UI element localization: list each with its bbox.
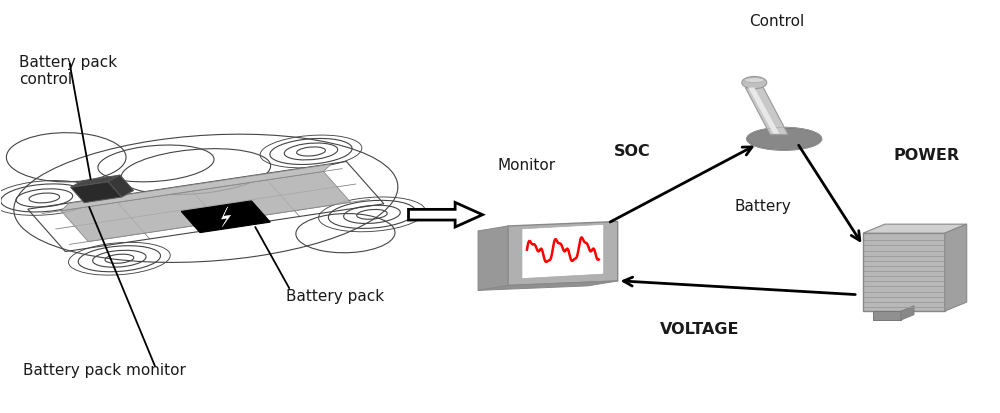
Polygon shape <box>478 281 618 290</box>
Polygon shape <box>61 171 351 242</box>
Text: Monitor: Monitor <box>497 158 555 173</box>
Polygon shape <box>508 221 618 285</box>
Ellipse shape <box>744 78 764 83</box>
Polygon shape <box>71 175 120 187</box>
Polygon shape <box>409 202 483 227</box>
Polygon shape <box>748 88 779 133</box>
Polygon shape <box>901 306 914 320</box>
Polygon shape <box>71 182 122 203</box>
Polygon shape <box>745 88 788 135</box>
Text: Battery pack
control: Battery pack control <box>19 55 117 87</box>
Text: Battery pack: Battery pack <box>286 289 384 304</box>
Polygon shape <box>478 226 508 290</box>
Polygon shape <box>863 224 967 233</box>
Text: POWER: POWER <box>894 148 960 163</box>
Polygon shape <box>61 164 331 211</box>
FancyBboxPatch shape <box>873 311 901 320</box>
Ellipse shape <box>747 128 822 150</box>
Polygon shape <box>945 224 967 311</box>
Ellipse shape <box>742 76 767 89</box>
Text: SOC: SOC <box>614 144 650 159</box>
Text: Battery pack monitor: Battery pack monitor <box>23 363 186 378</box>
Polygon shape <box>522 224 604 279</box>
Text: Battery: Battery <box>734 199 791 214</box>
Polygon shape <box>222 207 231 227</box>
FancyBboxPatch shape <box>863 233 945 311</box>
Text: VOLTAGE: VOLTAGE <box>660 322 739 337</box>
Polygon shape <box>108 175 134 197</box>
Text: Control: Control <box>750 14 805 29</box>
Polygon shape <box>181 201 270 233</box>
